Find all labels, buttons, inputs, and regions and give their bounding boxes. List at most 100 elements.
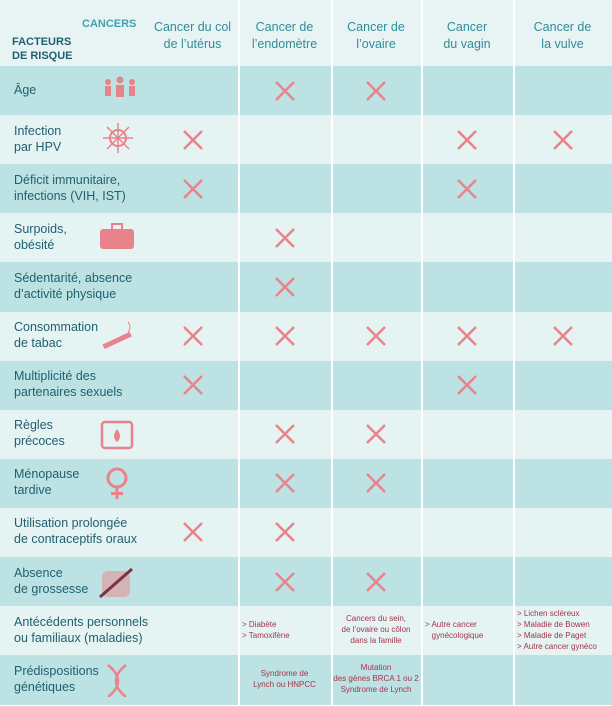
cell-note: Syndrome de	[260, 668, 309, 678]
cell-note: dans la famille	[350, 636, 402, 646]
row-icon	[98, 320, 138, 359]
row-icon	[98, 467, 138, 506]
icon	[106, 467, 128, 499]
cross-mark	[365, 325, 387, 352]
row-bg	[0, 606, 612, 657]
row-label: infections (VIH, IST)	[14, 188, 126, 203]
row-bg	[0, 507, 612, 558]
row-bg	[0, 66, 612, 117]
cross-mark	[365, 423, 387, 450]
column-header: l’ovaire	[356, 37, 396, 51]
cross	[274, 571, 295, 592]
cross-mark	[274, 423, 296, 450]
row-label: Consommation	[14, 320, 99, 335]
col-sep	[421, 0, 423, 706]
cross-mark	[274, 80, 296, 107]
cross	[552, 326, 573, 346]
row-label: Règles	[14, 418, 53, 433]
row-bg	[0, 557, 612, 608]
column-header: l’endomètre	[251, 37, 318, 51]
cross-mark	[182, 374, 204, 401]
cross	[274, 522, 295, 543]
cross	[274, 227, 295, 248]
column-header: Cancer du col	[153, 20, 232, 34]
column-header: Cancer	[446, 20, 488, 34]
row-bg	[0, 311, 612, 362]
cell-note: > Tamoxifène	[242, 630, 290, 640]
cell-note: des gènes BRCA 1 ou 2	[333, 674, 419, 684]
row-label: génétiques	[14, 679, 76, 694]
cross-mark	[182, 178, 204, 205]
cross	[457, 326, 477, 346]
row-label: tardive	[14, 483, 52, 498]
row-icon	[98, 418, 138, 457]
cross-mark	[274, 227, 296, 254]
row-label: Sédentarité, absence	[14, 270, 133, 285]
row-label: de grossesse	[14, 581, 89, 596]
cell-note: > Maladie de Bowen	[517, 619, 590, 629]
row-label: de contraceptifs oraux	[14, 532, 137, 547]
cross	[366, 424, 386, 445]
cross	[366, 571, 386, 592]
cross-mark	[365, 472, 387, 499]
icon	[105, 76, 135, 97]
icon	[103, 123, 133, 154]
cross-mark	[182, 129, 204, 156]
cell-note: Syndrome de Lynch	[340, 685, 412, 695]
cross	[366, 473, 386, 494]
cell-note: Cancers du sein,	[345, 614, 407, 624]
row-label: Prédispositions	[14, 663, 99, 678]
row-label: Âge	[14, 82, 37, 97]
row-icon	[98, 565, 138, 604]
row-bg	[0, 655, 612, 706]
cross	[182, 326, 203, 346]
cross	[457, 129, 477, 150]
row-icon	[98, 74, 138, 113]
row-bg	[0, 164, 612, 215]
row-label: d’activité physique	[14, 286, 117, 301]
row-label: Multiplicité des	[14, 369, 96, 384]
column-header: Cancer de	[533, 20, 592, 34]
row-bg	[0, 213, 612, 264]
col-sep	[513, 0, 515, 706]
cross	[274, 473, 295, 494]
cross-mark	[552, 325, 574, 352]
row-label: ou familiaux (maladies)	[14, 630, 143, 645]
row-label: Surpoids,	[14, 221, 67, 236]
cross-mark	[456, 325, 478, 352]
icon	[100, 223, 134, 250]
row-icon	[98, 663, 138, 702]
cross	[274, 277, 295, 297]
row-label: de tabac	[14, 336, 62, 351]
cross	[182, 178, 203, 199]
row-label: obésité	[14, 237, 55, 252]
row-bg	[0, 458, 612, 509]
row-icon	[98, 221, 138, 260]
cross	[182, 375, 203, 396]
cross	[274, 80, 295, 101]
cross-mark	[456, 129, 478, 156]
cell-note: > Lichen scléreux	[517, 608, 580, 618]
cross-mark	[456, 178, 478, 205]
row-label: Antécédents personnels	[14, 614, 149, 629]
column-header: la vulve	[541, 37, 584, 51]
row-label: Déficit immunitaire,	[14, 172, 121, 187]
cell-note: gynécologique	[425, 630, 484, 640]
cross-mark	[552, 129, 574, 156]
cross-mark	[456, 374, 478, 401]
corner-bottom: FACTEURS	[12, 36, 72, 48]
cross-mark	[365, 571, 387, 598]
row-label: Utilisation prolongée	[14, 516, 128, 531]
cross-mark	[182, 521, 204, 548]
row-icon	[98, 123, 138, 162]
cell-note: > Autre cancer gynéco	[517, 641, 597, 651]
row-label: précoces	[14, 434, 65, 449]
row-bg	[0, 262, 612, 313]
cell-note: Lynch ou HNPCC	[253, 679, 316, 689]
row-bg	[0, 115, 612, 166]
corner-top: CANCERS	[82, 18, 137, 30]
row-label: Ménopause	[14, 467, 80, 482]
cross-mark	[274, 472, 296, 499]
cell-note: > Autre cancer	[425, 619, 477, 629]
icon	[102, 321, 132, 349]
